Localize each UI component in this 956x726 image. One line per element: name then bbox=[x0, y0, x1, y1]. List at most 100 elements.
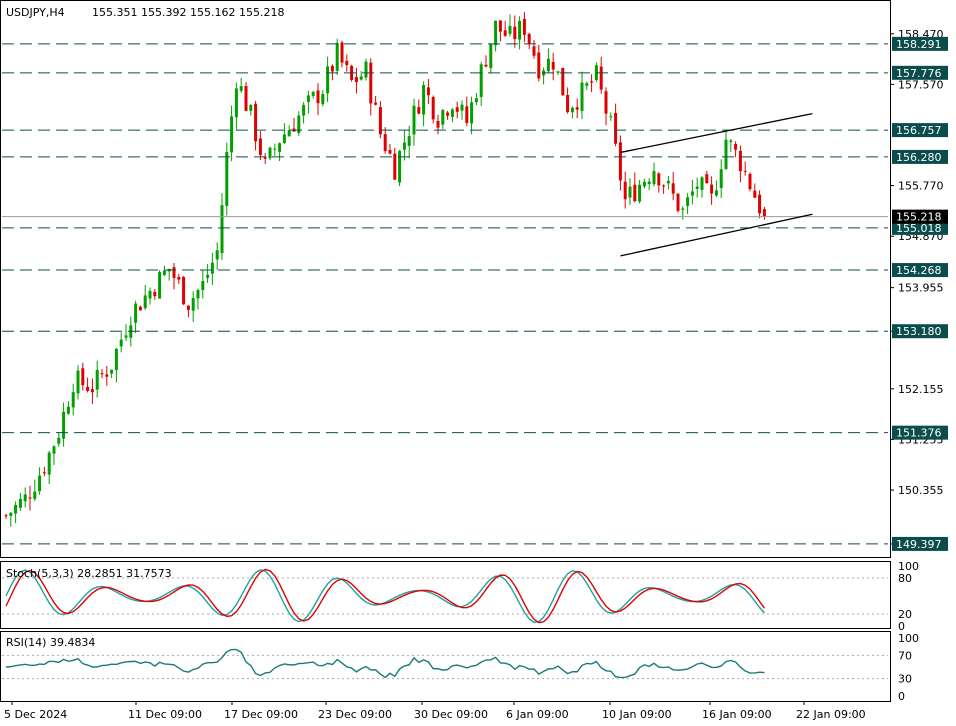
candle bbox=[201, 269, 205, 299]
candle-body bbox=[724, 139, 728, 169]
candle-body bbox=[71, 392, 75, 408]
level-tag bbox=[892, 263, 948, 278]
candle-body bbox=[177, 276, 181, 280]
candle-body bbox=[201, 281, 205, 291]
candle bbox=[378, 101, 382, 139]
candle bbox=[566, 87, 570, 114]
candle bbox=[402, 130, 406, 161]
level-tag-label: 156.280 bbox=[896, 151, 942, 164]
candle bbox=[326, 56, 330, 102]
candle bbox=[609, 112, 613, 121]
price-tick-label: 150.355 bbox=[898, 484, 944, 497]
candle bbox=[105, 365, 109, 386]
candle bbox=[676, 192, 680, 213]
candle-body bbox=[623, 181, 627, 200]
candle-body bbox=[566, 94, 570, 113]
candle-body bbox=[220, 205, 224, 254]
candle-body bbox=[465, 106, 469, 123]
candle bbox=[52, 445, 56, 466]
candle bbox=[230, 105, 234, 162]
candle bbox=[191, 291, 195, 322]
candle-body bbox=[604, 91, 608, 114]
candle bbox=[177, 273, 181, 285]
candle bbox=[450, 108, 454, 123]
candle bbox=[86, 377, 90, 393]
time-tick-label: 5 Dec 2024 bbox=[4, 708, 67, 721]
candle bbox=[134, 300, 138, 334]
rsi-scale-label: 70 bbox=[898, 649, 912, 662]
candle-body bbox=[28, 497, 32, 499]
rsi-layer bbox=[2, 648, 888, 680]
candle-body bbox=[81, 368, 85, 386]
candle-body bbox=[57, 437, 61, 444]
candle bbox=[633, 172, 637, 203]
candle-body bbox=[90, 389, 94, 393]
candle-body bbox=[196, 290, 200, 299]
candle-body bbox=[758, 194, 762, 214]
candle-body bbox=[345, 60, 349, 66]
candle bbox=[388, 143, 392, 155]
candle-body bbox=[182, 277, 186, 305]
candle-body bbox=[138, 306, 142, 311]
candle-body bbox=[148, 290, 152, 299]
candle bbox=[335, 38, 339, 75]
candle bbox=[614, 103, 618, 147]
candle-body bbox=[105, 374, 109, 377]
candle bbox=[90, 378, 94, 405]
candle bbox=[66, 401, 70, 415]
candle bbox=[81, 362, 85, 391]
candle bbox=[33, 479, 37, 502]
candle-body bbox=[244, 86, 248, 111]
candle bbox=[546, 48, 550, 73]
candle bbox=[311, 90, 315, 99]
candle bbox=[479, 61, 483, 106]
candle bbox=[758, 190, 762, 219]
channel-layer bbox=[620, 113, 813, 257]
candle-body bbox=[287, 130, 291, 137]
candle-body bbox=[364, 61, 368, 78]
candle bbox=[71, 383, 75, 416]
rsi-panel-frame bbox=[0, 631, 891, 702]
candle-body bbox=[234, 88, 238, 118]
candle bbox=[182, 276, 186, 306]
candle bbox=[537, 44, 541, 82]
candle-body bbox=[676, 193, 680, 211]
candle-body bbox=[628, 186, 632, 198]
candle-body bbox=[522, 18, 526, 35]
candle bbox=[153, 289, 157, 300]
candle-body bbox=[748, 173, 752, 190]
candle-body bbox=[114, 349, 118, 371]
candle bbox=[494, 20, 498, 52]
candle-body bbox=[42, 472, 46, 474]
candle bbox=[671, 172, 675, 201]
price-tick-label: 155.770 bbox=[898, 180, 944, 193]
candle bbox=[268, 146, 272, 161]
candle bbox=[354, 67, 358, 94]
time-tick-label: 6 Jan 09:00 bbox=[506, 708, 569, 721]
candle-body bbox=[335, 42, 339, 71]
candle-body bbox=[330, 65, 334, 72]
candle bbox=[28, 485, 32, 511]
candle bbox=[263, 153, 267, 164]
candle bbox=[455, 101, 459, 119]
candle bbox=[239, 77, 243, 93]
level-tag bbox=[892, 536, 948, 551]
candle-body bbox=[652, 171, 656, 185]
candle bbox=[162, 265, 166, 277]
candle bbox=[273, 143, 277, 156]
rsi-scale-label: 100 bbox=[898, 632, 919, 645]
candle-body bbox=[446, 112, 450, 116]
candle bbox=[724, 131, 728, 171]
candle bbox=[518, 16, 522, 50]
candle-body bbox=[282, 134, 286, 143]
candle bbox=[158, 270, 162, 299]
candle-body bbox=[249, 104, 253, 111]
candle-body bbox=[359, 76, 363, 80]
level-tag bbox=[892, 220, 948, 235]
candle-body bbox=[614, 113, 618, 144]
candle-body bbox=[700, 177, 704, 190]
candle bbox=[330, 64, 334, 81]
candle bbox=[700, 176, 704, 198]
candle-body bbox=[9, 512, 13, 516]
